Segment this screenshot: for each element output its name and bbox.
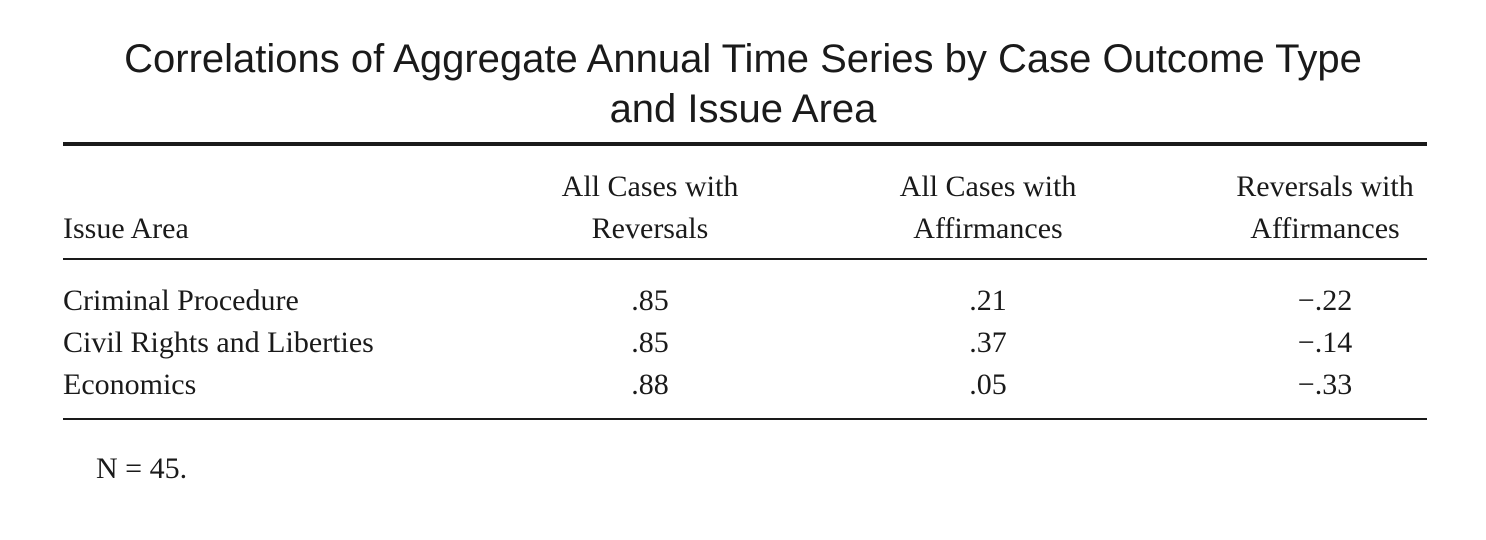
- header-col3-line2: Affirmances: [1250, 212, 1400, 245]
- header-rule: [63, 258, 1427, 260]
- row-label: Criminal Procedure: [63, 284, 299, 317]
- header-issue-area: Issue Area: [63, 212, 189, 245]
- cell-value: −.22: [1297, 284, 1353, 317]
- header-col2-line2: Affirmances: [913, 212, 1063, 245]
- cell-value: .37: [969, 326, 1007, 359]
- header-reversals-affirmances: Reversals with Affirmances: [1196, 166, 1454, 250]
- cell-value: −.14: [1297, 326, 1353, 359]
- cell-value: .05: [969, 368, 1007, 401]
- cell-value: .85: [631, 326, 669, 359]
- table-row: Civil Rights and Liberties .85 .37 −.14: [0, 322, 1486, 364]
- table-note: N = 45.: [96, 452, 188, 485]
- header-col2-line1: All Cases with: [899, 170, 1077, 203]
- header-all-cases-affirmances: All Cases with Affirmances: [858, 166, 1118, 250]
- header-col1-line1: All Cases with: [561, 170, 739, 203]
- table-title-line2: and Issue Area: [609, 87, 877, 131]
- table-row: Criminal Procedure .85 .21 −.22: [0, 280, 1486, 322]
- header-all-cases-reversals: All Cases with Reversals: [520, 166, 780, 250]
- table-title: Correlations of Aggregate Annual Time Se…: [40, 34, 1446, 134]
- cell-value: .85: [631, 284, 669, 317]
- header-col1-line2: Reversals: [591, 212, 709, 245]
- table-title-line1: Correlations of Aggregate Annual Time Se…: [124, 37, 1362, 81]
- row-label: Civil Rights and Liberties: [63, 326, 374, 359]
- cell-value: .88: [631, 368, 669, 401]
- row-label: Economics: [63, 368, 197, 401]
- top-rule: [63, 142, 1427, 146]
- header-col3-line1: Reversals with: [1236, 170, 1414, 203]
- cell-value: −.33: [1297, 368, 1353, 401]
- cell-value: .21: [969, 284, 1007, 317]
- bottom-rule: [63, 418, 1427, 420]
- table-row: Economics .88 .05 −.33: [0, 364, 1486, 406]
